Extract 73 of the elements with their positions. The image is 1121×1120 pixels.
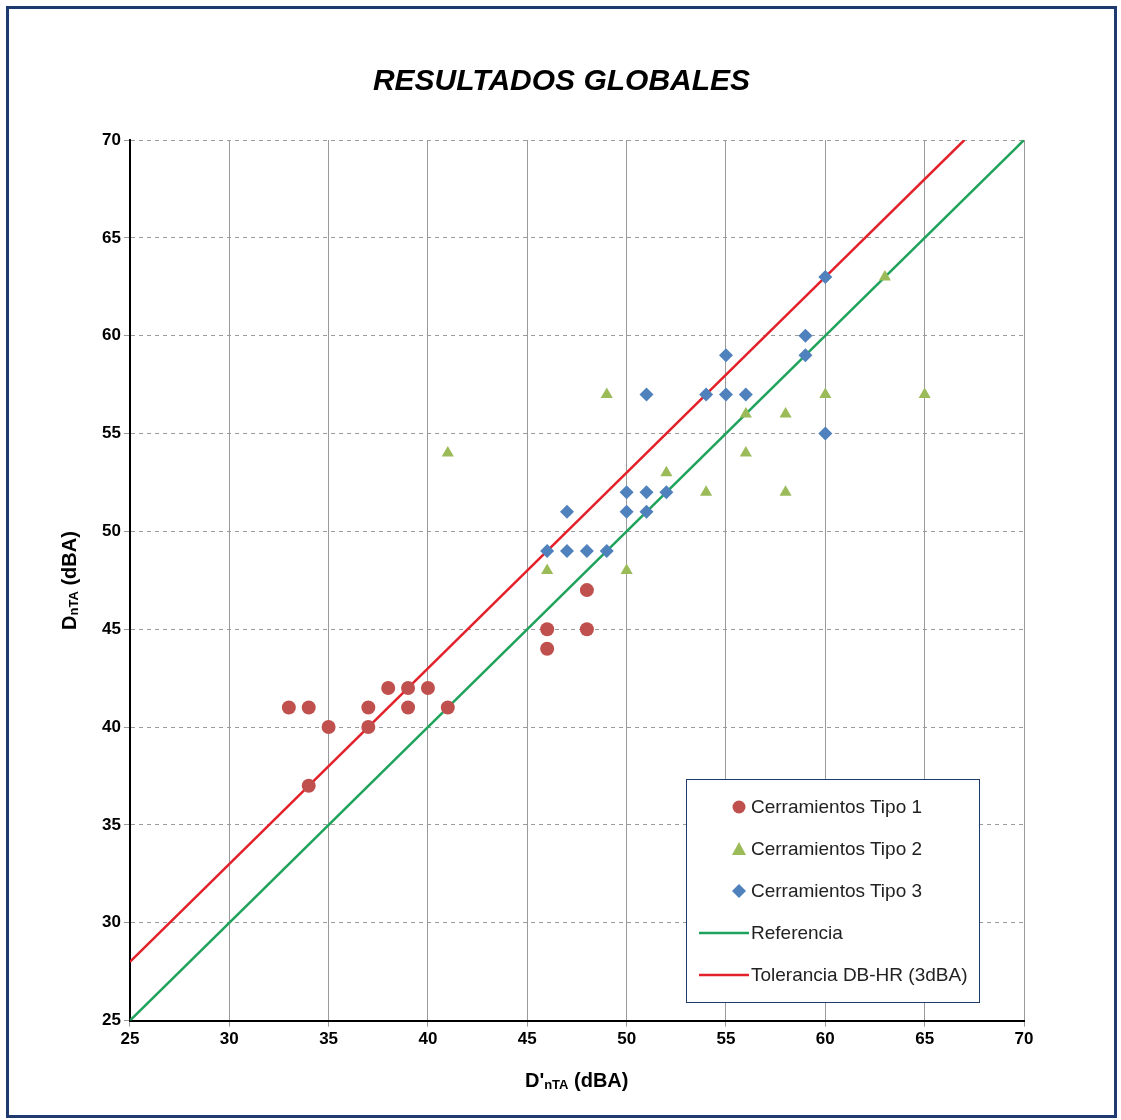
- point: [798, 328, 813, 343]
- point: [301, 700, 316, 715]
- point: [798, 348, 813, 363]
- point: [738, 387, 753, 402]
- y-tick-label: 60: [101, 325, 121, 345]
- point: [918, 387, 931, 398]
- y-tick-label: 65: [101, 227, 121, 247]
- x-tick-label: 45: [517, 1029, 537, 1049]
- point: [381, 680, 396, 695]
- point: [401, 700, 416, 715]
- chart-title: RESULTADOS GLOBALES: [372, 63, 751, 97]
- point: [579, 543, 594, 558]
- legend-label: Tolerancia DB-HR (3dBA): [751, 963, 968, 986]
- x-tick-label: 60: [815, 1029, 835, 1049]
- legend-label: Cerramientos Tipo 1: [751, 795, 923, 818]
- point: [739, 446, 752, 457]
- y-tick-label: 35: [101, 814, 121, 834]
- point: [619, 485, 634, 500]
- point: [660, 465, 673, 477]
- point: [441, 446, 454, 457]
- y-tick-label: 45: [101, 618, 121, 638]
- point: [440, 700, 455, 715]
- y-tick-label: 25: [101, 1010, 121, 1030]
- point: [718, 348, 733, 363]
- point: [361, 720, 376, 735]
- point: [718, 387, 733, 402]
- x-tick-label: 50: [617, 1029, 637, 1049]
- point: [699, 387, 714, 402]
- point: [639, 387, 654, 402]
- point: [579, 622, 594, 637]
- legend-label: Referencia: [751, 921, 843, 944]
- point: [818, 269, 833, 284]
- point: [281, 700, 296, 715]
- point: [420, 680, 435, 695]
- point: [540, 622, 555, 637]
- y-tick-label: 50: [101, 521, 121, 541]
- point: [700, 485, 713, 496]
- x-tick-label: 40: [418, 1029, 438, 1049]
- x-tick-label: 30: [219, 1029, 239, 1049]
- point: [579, 583, 594, 598]
- y-tick-label: 40: [101, 716, 121, 736]
- point: [560, 504, 575, 519]
- x-tick-label: 70: [1014, 1029, 1034, 1049]
- point: [739, 406, 752, 418]
- point: [639, 504, 654, 519]
- point: [540, 641, 555, 656]
- legend-label: Cerramientos Tipo 2: [751, 837, 923, 860]
- point: [620, 563, 633, 575]
- x-axis-title: D'$_{nTA}$ (dBA): [524, 1068, 629, 1092]
- point: [401, 680, 416, 695]
- point: [540, 543, 555, 558]
- x-tick-label: 25: [120, 1029, 140, 1049]
- point: [560, 543, 575, 558]
- y-tick-label: 30: [101, 912, 121, 932]
- x-tick-label: 55: [716, 1029, 736, 1049]
- x-tick-label: 35: [319, 1029, 339, 1049]
- point: [361, 700, 376, 715]
- point: [619, 504, 634, 519]
- point: [600, 387, 613, 398]
- point: [819, 387, 832, 398]
- y-tick-label: 55: [101, 423, 121, 443]
- legend-label: Cerramientos Tipo 3: [751, 879, 923, 902]
- point: [659, 485, 674, 500]
- point: [779, 485, 792, 496]
- x-tick-label: 65: [915, 1029, 935, 1049]
- point: [639, 485, 654, 500]
- point: [541, 563, 554, 575]
- point: [599, 543, 614, 558]
- point: [818, 426, 833, 441]
- point: [321, 720, 336, 735]
- point: [878, 269, 891, 281]
- y-tick-label: 70: [101, 129, 121, 149]
- point: [301, 778, 316, 793]
